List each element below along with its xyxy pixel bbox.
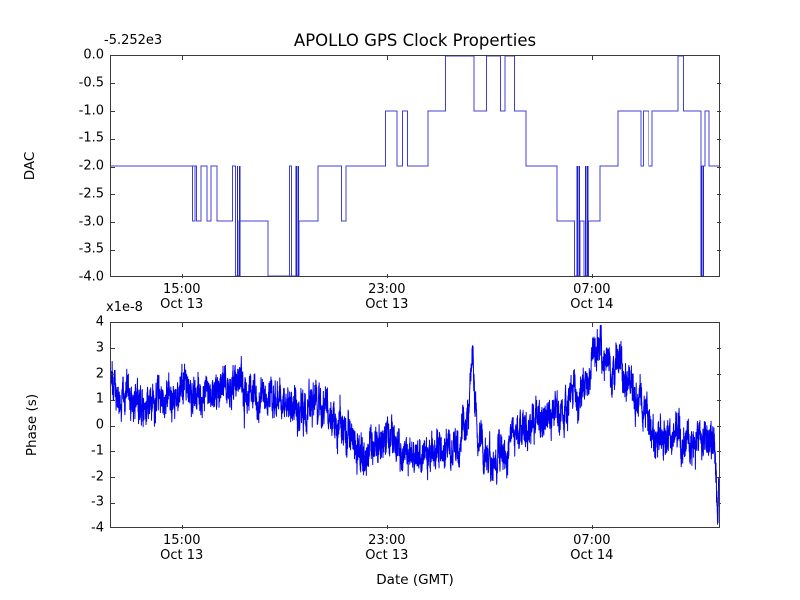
phase-axis-title: Phase (s)	[24, 393, 40, 457]
ytick-mark	[111, 222, 115, 223]
ytick-label: 2	[95, 366, 104, 381]
ytick-label: -3	[91, 494, 104, 510]
ytick-label: -4.0	[78, 269, 104, 285]
phase-noise-trace	[111, 324, 719, 525]
dac-step-trace	[111, 56, 719, 276]
phase-plot-area	[110, 322, 721, 529]
phase-axis-scale-label: x1e-8	[106, 300, 143, 315]
dac-glitch-pulses	[192, 165, 292, 276]
ytick-label: -1	[91, 443, 104, 459]
ytick-mark	[717, 166, 721, 168]
xtick-mark	[387, 56, 389, 60]
ytick-label: 0.0	[83, 47, 104, 63]
ytick-mark	[111, 374, 115, 375]
ytick-mark	[111, 83, 115, 85]
ytick-mark	[111, 477, 115, 478]
ytick-mark	[717, 83, 721, 85]
ytick-label: -0.5	[78, 75, 104, 91]
phase-xaxis-title: Date (GMT)	[376, 572, 454, 588]
page-title: APOLLO GPS Clock Properties	[293, 31, 537, 50]
xtick-mark	[387, 525, 389, 529]
xtick-label: 15:00 Oct 13	[160, 282, 203, 313]
ytick-label: 3	[95, 340, 104, 356]
ytick-label: 4	[95, 314, 104, 330]
xtick-date: Oct 14	[570, 297, 614, 313]
xtick-date: Oct 13	[365, 548, 409, 564]
ytick-label: -1.0	[78, 103, 104, 118]
xtick-mark	[182, 323, 184, 327]
xtick-date: Oct 13	[365, 297, 409, 313]
xtick-label: 07:00 Oct 14	[570, 282, 613, 313]
ytick-mark	[717, 222, 721, 223]
ytick-label: 0	[95, 417, 104, 433]
ytick-mark	[717, 477, 721, 478]
ytick-mark	[717, 194, 721, 196]
ytick-mark	[717, 399, 721, 401]
ytick-mark	[111, 425, 115, 427]
xtick-mark	[182, 274, 184, 278]
xtick-label: 23:00 Oct 13	[365, 533, 408, 564]
ytick-mark	[717, 138, 721, 140]
ytick-mark	[717, 111, 721, 112]
xtick-label: 07:00 Oct 14	[570, 533, 613, 564]
ytick-mark	[717, 249, 721, 251]
ytick-mark	[111, 451, 115, 453]
xtick-label: 15:00 Oct 13	[160, 533, 203, 564]
ytick-label: -3.0	[78, 214, 104, 229]
phase-ytick-labels: 4 3 2 1 0 -1 -2 -3 -4	[0, 315, 110, 536]
ytick-mark	[111, 348, 115, 350]
xtick-mark	[592, 274, 594, 278]
xtick-date: Oct 13	[160, 297, 204, 313]
xtick-mark	[182, 525, 184, 529]
xtick-mark	[592, 56, 594, 60]
ytick-mark	[717, 374, 721, 375]
ytick-mark	[111, 249, 115, 251]
xtick-mark	[387, 274, 389, 278]
xtick-time: 23:00	[368, 533, 406, 548]
ytick-mark	[717, 348, 721, 350]
dac-trace-svg	[111, 56, 719, 276]
dac-ytick-labels: 0.0 -0.5 -1.0 -1.5 -2.0 -2.5 -3.0 -3.5 -4.0	[0, 48, 110, 285]
xtick-time: 07:00	[573, 282, 611, 297]
ytick-label: -1.5	[78, 130, 104, 146]
xtick-date: Oct 13	[160, 548, 204, 564]
ytick-mark	[717, 451, 721, 453]
ytick-mark	[111, 399, 115, 401]
ytick-mark	[111, 166, 115, 168]
ytick-mark	[111, 111, 115, 112]
ytick-mark	[111, 194, 115, 196]
xtick-mark	[592, 525, 594, 529]
xtick-date: Oct 14	[570, 548, 614, 564]
xtick-time: 23:00	[368, 282, 406, 297]
ytick-mark	[111, 138, 115, 140]
xtick-mark	[182, 56, 184, 60]
ytick-label: -2	[91, 469, 104, 484]
xtick-time: 07:00	[573, 533, 611, 548]
ytick-label: -2.5	[78, 186, 104, 202]
ytick-label: 1	[95, 391, 104, 407]
ytick-label: -3.5	[78, 241, 104, 257]
xtick-mark	[592, 323, 594, 327]
dac-axis-title: DAC	[22, 151, 38, 181]
xtick-mark	[387, 323, 389, 327]
dac-plot-area	[110, 55, 721, 278]
ytick-mark	[111, 502, 115, 504]
xtick-time: 15:00	[163, 282, 201, 297]
phase-trace-svg	[111, 324, 719, 525]
ytick-mark	[717, 425, 721, 427]
xtick-label: 23:00 Oct 13	[365, 282, 408, 313]
ytick-mark	[717, 502, 721, 504]
ytick-label: -4	[91, 520, 104, 536]
dac-axis-offset-label: -5.252e3	[104, 33, 163, 48]
xtick-time: 15:00	[163, 533, 201, 548]
ytick-label: -2.0	[78, 158, 104, 174]
